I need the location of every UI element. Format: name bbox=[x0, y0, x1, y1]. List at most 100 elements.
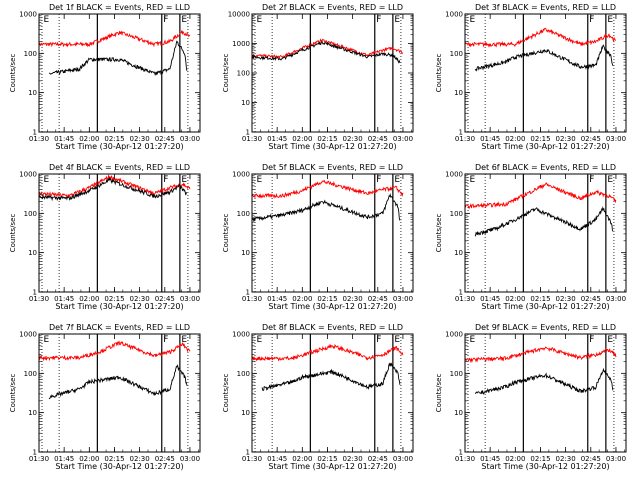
y-tick-label: 10 bbox=[454, 249, 463, 257]
x-axis-label: Start Time (30-Apr-12 01:27:20) bbox=[481, 302, 609, 311]
event-marker-label: E bbox=[607, 335, 613, 345]
x-tick-label: 01:45 bbox=[267, 455, 287, 463]
event-marker-label: F bbox=[589, 335, 594, 345]
y-tick-label: 100 bbox=[450, 370, 463, 378]
events-series-line bbox=[474, 44, 614, 72]
plot-frame bbox=[464, 13, 627, 133]
event-marker-label: E bbox=[44, 175, 50, 185]
lld-series-line bbox=[252, 343, 404, 362]
chart-title: Det 2f BLACK = Events, RED = LLD bbox=[262, 3, 403, 12]
x-tick-label: 02:45 bbox=[155, 135, 175, 143]
y-tick-label: 100 bbox=[237, 210, 250, 218]
x-tick-label: 02:30 bbox=[343, 135, 363, 143]
x-tick-label: 02:00 bbox=[505, 295, 525, 303]
x-tick-label: 02:00 bbox=[292, 455, 312, 463]
x-tick-label: 01:45 bbox=[480, 295, 500, 303]
y-tick-label: 1 bbox=[459, 449, 463, 457]
event-marker-label: F bbox=[163, 15, 168, 25]
event-marker-label: F bbox=[376, 175, 381, 185]
x-tick-label: 02:30 bbox=[130, 135, 150, 143]
y-tick-label: 10 bbox=[28, 89, 37, 97]
events-series-line bbox=[39, 177, 188, 202]
y-tick-label: 10 bbox=[28, 409, 37, 417]
x-tick-label: 02:15 bbox=[104, 295, 124, 303]
chart-panel: Det 7f BLACK = Events, RED = LLD E F E 1 10 10… bbox=[9, 323, 201, 471]
x-tick-label: 01:45 bbox=[267, 295, 287, 303]
event-marker-label: F bbox=[163, 335, 168, 345]
chart-panel: Det 2f BLACK = Events, RED = LLD E F E 1 10 10… bbox=[222, 3, 414, 151]
x-axis-label: Start Time (30-Apr-12 01:27:20) bbox=[268, 462, 396, 471]
x-tick-label: 02:00 bbox=[505, 135, 525, 143]
plot-frame bbox=[251, 173, 414, 293]
x-axis-label: Start Time (30-Apr-12 01:27:20) bbox=[55, 142, 183, 151]
lld-series-line bbox=[465, 27, 617, 48]
chart-title: Det 1f BLACK = Events, RED = LLD bbox=[49, 3, 190, 12]
event-marker-label: F bbox=[589, 175, 594, 185]
lld-series-line bbox=[39, 30, 190, 48]
x-tick-label: 02:00 bbox=[292, 295, 312, 303]
x-tick-label: 02:15 bbox=[104, 135, 124, 143]
y-tick-label: 10000 bbox=[228, 11, 250, 19]
lld-series-line bbox=[252, 38, 404, 60]
x-tick-label: 02:30 bbox=[556, 455, 576, 463]
x-tick-label: 02:45 bbox=[155, 455, 175, 463]
x-tick-label: 02:45 bbox=[581, 455, 601, 463]
y-tick-label: 10 bbox=[454, 409, 463, 417]
events-series-line bbox=[48, 40, 188, 77]
x-tick-label: 01:30 bbox=[455, 135, 475, 143]
plot-frame bbox=[251, 13, 414, 133]
chart-title: Det 4f BLACK = Events, RED = LLD bbox=[49, 163, 190, 172]
x-tick-label: 03:00 bbox=[393, 455, 413, 463]
chart-panel: Det 4f BLACK = Events, RED = LLD E F E 1 10 10… bbox=[9, 163, 201, 311]
x-tick-label: 02:45 bbox=[368, 135, 388, 143]
y-tick-label: 1000 bbox=[232, 331, 250, 339]
y-tick-label: 100 bbox=[237, 70, 250, 78]
x-tick-label: 02:15 bbox=[530, 295, 550, 303]
chart-title: Det 3f BLACK = Events, RED = LLD bbox=[475, 3, 616, 12]
y-tick-label: 1 bbox=[246, 449, 250, 457]
chart-panel: Det 1f BLACK = Events, RED = LLD E F E 1 10 10… bbox=[9, 3, 201, 151]
y-tick-label: 1000 bbox=[445, 331, 463, 339]
x-tick-label: 02:15 bbox=[317, 455, 337, 463]
y-tick-label: 1 bbox=[33, 289, 37, 297]
lld-series-line bbox=[252, 179, 404, 199]
x-tick-label: 01:45 bbox=[267, 135, 287, 143]
y-tick-label: 100 bbox=[450, 50, 463, 58]
x-tick-label: 03:00 bbox=[180, 295, 200, 303]
chart-title: Det 8f BLACK = Events, RED = LLD bbox=[262, 323, 403, 332]
x-tick-label: 02:45 bbox=[368, 455, 388, 463]
x-tick-label: 02:00 bbox=[505, 455, 525, 463]
x-tick-label: 02:00 bbox=[79, 135, 99, 143]
y-tick-label: 1 bbox=[246, 129, 250, 137]
chart-title: Det 9f BLACK = Events, RED = LLD bbox=[475, 323, 616, 332]
x-tick-label: 02:00 bbox=[292, 135, 312, 143]
plot-frame bbox=[251, 333, 414, 453]
x-tick-label: 01:30 bbox=[242, 135, 262, 143]
y-tick-label: 1000 bbox=[19, 171, 37, 179]
chart-title: Det 5f BLACK = Events, RED = LLD bbox=[262, 163, 403, 172]
x-axis-label: Start Time (30-Apr-12 01:27:20) bbox=[55, 462, 183, 471]
y-tick-label: 100 bbox=[237, 370, 250, 378]
y-tick-label: 100 bbox=[24, 370, 37, 378]
x-tick-label: 01:45 bbox=[54, 455, 74, 463]
events-series-line bbox=[252, 40, 401, 64]
y-tick-label: 100 bbox=[450, 210, 463, 218]
x-tick-label: 02:30 bbox=[130, 295, 150, 303]
chart-panel: Det 6f BLACK = Events, RED = LLD E F E 1 10 10… bbox=[435, 163, 627, 311]
y-axis-label: Counts/sec bbox=[435, 54, 443, 93]
event-marker-label: E bbox=[394, 335, 400, 345]
event-marker-label: E bbox=[257, 175, 263, 185]
y-axis-label: Counts/sec bbox=[435, 214, 443, 253]
x-tick-label: 02:15 bbox=[530, 455, 550, 463]
event-marker-label: F bbox=[589, 15, 594, 25]
y-tick-label: 1000 bbox=[19, 331, 37, 339]
x-tick-label: 01:30 bbox=[242, 455, 262, 463]
plot-frame bbox=[38, 333, 201, 453]
x-axis-label: Start Time (30-Apr-12 01:27:20) bbox=[55, 302, 183, 311]
event-marker-label: E bbox=[394, 175, 400, 185]
x-axis-label: Start Time (30-Apr-12 01:27:20) bbox=[268, 302, 396, 311]
x-tick-label: 02:45 bbox=[581, 135, 601, 143]
event-marker-label: E bbox=[607, 15, 613, 25]
y-tick-label: 1 bbox=[459, 289, 463, 297]
chart-panel: Det 3f BLACK = Events, RED = LLD E F E 1 10 10… bbox=[435, 3, 627, 151]
